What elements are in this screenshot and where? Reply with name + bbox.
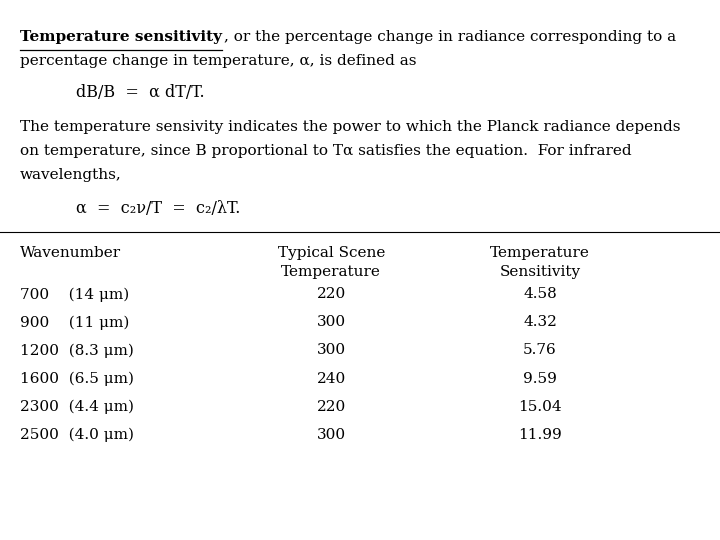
- Text: 2300  (4.4 μm): 2300 (4.4 μm): [20, 400, 134, 414]
- Text: 900    (11 μm): 900 (11 μm): [20, 315, 130, 330]
- Text: 9.59: 9.59: [523, 372, 557, 386]
- Text: 1200  (8.3 μm): 1200 (8.3 μm): [20, 343, 134, 358]
- Text: 220: 220: [317, 287, 346, 301]
- Text: 300: 300: [317, 315, 346, 329]
- Text: 4.32: 4.32: [523, 315, 557, 329]
- Text: α  =  c₂ν/T  =  c₂/λT.: α = c₂ν/T = c₂/λT.: [76, 200, 240, 217]
- Text: 240: 240: [317, 372, 346, 386]
- Text: 300: 300: [317, 343, 346, 357]
- Text: on temperature, since B proportional to Tα satisfies the equation.  For infrared: on temperature, since B proportional to …: [20, 144, 631, 158]
- Text: Wavenumber: Wavenumber: [20, 246, 121, 260]
- Text: 15.04: 15.04: [518, 400, 562, 414]
- Text: 2500  (4.0 μm): 2500 (4.0 μm): [20, 428, 134, 442]
- Text: The temperature sensivity indicates the power to which the Planck radiance depen: The temperature sensivity indicates the …: [20, 120, 680, 134]
- Text: Sensitivity: Sensitivity: [500, 265, 580, 279]
- Text: 4.58: 4.58: [523, 287, 557, 301]
- Text: percentage change in temperature, α, is defined as: percentage change in temperature, α, is …: [20, 54, 417, 68]
- Text: 220: 220: [317, 400, 346, 414]
- Text: 700    (14 μm): 700 (14 μm): [20, 287, 130, 302]
- Text: Temperature: Temperature: [490, 246, 590, 260]
- Text: 1600  (6.5 μm): 1600 (6.5 μm): [20, 372, 134, 386]
- Text: Temperature sensitivity: Temperature sensitivity: [20, 30, 222, 44]
- Text: Typical Scene: Typical Scene: [277, 246, 385, 260]
- Text: 300: 300: [317, 428, 346, 442]
- Text: wavelengths,: wavelengths,: [20, 168, 122, 183]
- Text: , or the percentage change in radiance corresponding to a: , or the percentage change in radiance c…: [225, 30, 677, 44]
- Text: Temperature: Temperature: [282, 265, 381, 279]
- Text: 11.99: 11.99: [518, 428, 562, 442]
- Text: dB/B  =  α dT/T.: dB/B = α dT/T.: [76, 84, 204, 100]
- Text: 5.76: 5.76: [523, 343, 557, 357]
